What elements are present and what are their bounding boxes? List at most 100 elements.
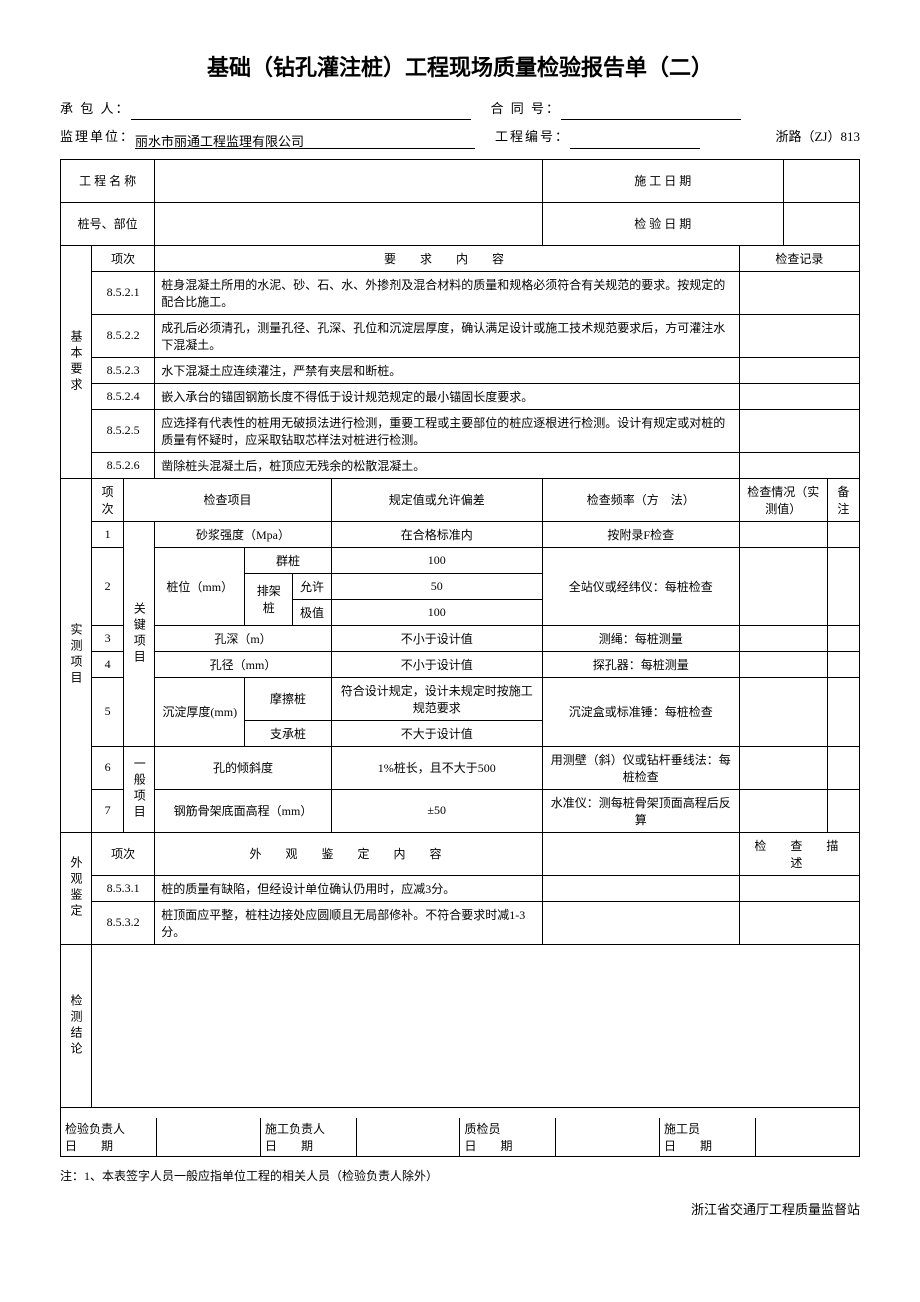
v2-desc[interactable] bbox=[739, 901, 859, 944]
m6-remark[interactable] bbox=[827, 746, 859, 789]
basic-rec-6[interactable] bbox=[739, 452, 859, 478]
m1-no: 1 bbox=[92, 521, 124, 547]
contract-no-blank[interactable] bbox=[561, 101, 741, 120]
basic-rec-1[interactable] bbox=[739, 271, 859, 314]
m5-sub2: 支承桩 bbox=[245, 720, 331, 746]
m7-result[interactable] bbox=[739, 789, 827, 832]
basic-no-2: 8.5.2.2 bbox=[92, 314, 155, 357]
section-basic-label: 基本要求 bbox=[61, 245, 92, 478]
basic-no-5: 8.5.2.5 bbox=[92, 409, 155, 452]
contract-no-label: 合 同 号： bbox=[491, 97, 562, 120]
m-hdr-result: 检查情况（实测值） bbox=[739, 478, 827, 521]
conclusion-label: 检测结论 bbox=[61, 944, 92, 1107]
sig-const-field[interactable] bbox=[356, 1118, 460, 1156]
footer-org: 浙江省交通厅工程质量监督站 bbox=[60, 1199, 860, 1218]
m5-tol2: 不大于设计值 bbox=[331, 720, 542, 746]
m4-freq: 探孔器：每桩测量 bbox=[542, 651, 739, 677]
m6-tol: 1%桩长，且不大于500 bbox=[331, 746, 542, 789]
m1-remark[interactable] bbox=[827, 521, 859, 547]
m2-item: 桩位（mm） bbox=[155, 547, 245, 625]
v1-txt: 桩的质量有缺陷，但经设计单位确认仍用时，应减3分。 bbox=[155, 875, 542, 901]
m4-result[interactable] bbox=[739, 651, 827, 677]
basic-hdr-record: 检查记录 bbox=[739, 245, 859, 271]
main-table: 工 程 名 称 施 工 日 期 桩号、部位 检 验 日 期 基本要求 项次 要 … bbox=[60, 159, 860, 1157]
m3-remark[interactable] bbox=[827, 625, 859, 651]
m7-remark[interactable] bbox=[827, 789, 859, 832]
m2-sub2a: 允许 bbox=[293, 573, 332, 599]
m-hdr-check: 检查项目 bbox=[124, 478, 331, 521]
v2-blank[interactable] bbox=[542, 901, 739, 944]
general-items-label: 一般项目 bbox=[124, 746, 155, 832]
m2-sub2: 排架桩 bbox=[245, 573, 293, 625]
sig-qc-field[interactable] bbox=[556, 1118, 660, 1156]
pile-label: 桩号、部位 bbox=[61, 202, 155, 245]
sig-const-label: 施工负责人 bbox=[265, 1120, 352, 1137]
sig-qc-label: 质检员 bbox=[464, 1120, 551, 1137]
supervisor-label: 监理单位： bbox=[60, 125, 135, 148]
m2-remark[interactable] bbox=[827, 547, 859, 625]
m5-remark[interactable] bbox=[827, 677, 859, 746]
basic-rec-2[interactable] bbox=[739, 314, 859, 357]
doc-title: 基础（钻孔灌注桩）工程现场质量检验报告单（二） bbox=[60, 50, 860, 82]
contractor-blank[interactable] bbox=[131, 101, 471, 120]
m5-result[interactable] bbox=[739, 677, 827, 746]
m1-result[interactable] bbox=[739, 521, 827, 547]
const-date-label: 施 工 日 期 bbox=[542, 159, 783, 202]
m-hdr-tol: 规定值或允许偏差 bbox=[331, 478, 542, 521]
m3-item: 孔深（m） bbox=[155, 625, 331, 651]
proj-name-field[interactable] bbox=[155, 159, 542, 202]
sig-qc-date: 日 期 bbox=[464, 1137, 551, 1154]
conclusion-field[interactable] bbox=[92, 944, 860, 1107]
m-hdr-freq: 检查频率（方 法） bbox=[542, 478, 739, 521]
section-measure-label: 实测项目 bbox=[61, 478, 92, 832]
m3-tol: 不小于设计值 bbox=[331, 625, 542, 651]
basic-rec-3[interactable] bbox=[739, 357, 859, 383]
proj-no-label: 工程编号： bbox=[495, 125, 570, 148]
m2-freq: 全站仪或经纬仪：每桩检查 bbox=[542, 547, 739, 625]
proj-name-label: 工 程 名 称 bbox=[61, 159, 155, 202]
m5-item: 沉淀厚度(mm) bbox=[155, 677, 245, 746]
m2-sub2b: 极值 bbox=[293, 599, 332, 625]
m3-result[interactable] bbox=[739, 625, 827, 651]
v1-desc[interactable] bbox=[739, 875, 859, 901]
check-date-label: 检 验 日 期 bbox=[542, 202, 783, 245]
meta-row-1: 承 包 人： 合 同 号： bbox=[60, 97, 860, 120]
basic-rec-5[interactable] bbox=[739, 409, 859, 452]
v2-no: 8.5.3.2 bbox=[92, 901, 155, 944]
m2-sub1: 群桩 bbox=[245, 547, 331, 573]
basic-rec-4[interactable] bbox=[739, 383, 859, 409]
m6-result[interactable] bbox=[739, 746, 827, 789]
m2-result[interactable] bbox=[739, 547, 827, 625]
m4-remark[interactable] bbox=[827, 651, 859, 677]
footnote: 注：1、本表签字人员一般应指单位工程的相关人员（检验负责人除外） bbox=[60, 1167, 860, 1184]
basic-hdr-item: 项次 bbox=[92, 245, 155, 271]
m1-freq: 按附录F检查 bbox=[542, 521, 739, 547]
proj-no-blank[interactable] bbox=[570, 130, 700, 149]
basic-no-6: 8.5.2.6 bbox=[92, 452, 155, 478]
v1-blank[interactable] bbox=[542, 875, 739, 901]
basic-txt-4: 嵌入承台的锚固钢筋长度不得低于设计规范规定的最小锚固长度要求。 bbox=[155, 383, 740, 409]
basic-no-4: 8.5.2.4 bbox=[92, 383, 155, 409]
m5-tol1: 符合设计规定，设计未规定时按施工规范要求 bbox=[331, 677, 542, 720]
section-visual-label: 外观鉴定 bbox=[61, 832, 92, 944]
m2-tol1: 100 bbox=[331, 547, 542, 573]
check-date-field[interactable] bbox=[783, 202, 859, 245]
basic-no-1: 8.5.2.1 bbox=[92, 271, 155, 314]
m3-freq: 测绳：每桩测量 bbox=[542, 625, 739, 651]
sig-inspector-date: 日 期 bbox=[65, 1137, 152, 1154]
v-hdr-content: 外 观 鉴 定 内 容 bbox=[155, 832, 542, 875]
basic-no-3: 8.5.2.3 bbox=[92, 357, 155, 383]
m2-tol2: 50 bbox=[331, 573, 542, 599]
sig-worker-field[interactable] bbox=[755, 1118, 859, 1156]
pile-field[interactable] bbox=[155, 202, 542, 245]
const-date-field[interactable] bbox=[783, 159, 859, 202]
key-items-label: 关键项目 bbox=[124, 521, 155, 746]
sig-inspector-label: 检验负责人 bbox=[65, 1120, 152, 1137]
basic-txt-6: 凿除桩头混凝土后，桩顶应无残余的松散混凝土。 bbox=[155, 452, 740, 478]
sig-worker-date: 日 期 bbox=[664, 1137, 751, 1154]
supervisor-value: 丽水市丽通工程监理有限公司 bbox=[135, 130, 475, 149]
sig-inspector-field[interactable] bbox=[157, 1118, 261, 1156]
m7-item: 钢筋骨架底面高程（mm） bbox=[155, 789, 331, 832]
m5-sub1: 摩擦桩 bbox=[245, 677, 331, 720]
v-hdr-blank bbox=[542, 832, 739, 875]
